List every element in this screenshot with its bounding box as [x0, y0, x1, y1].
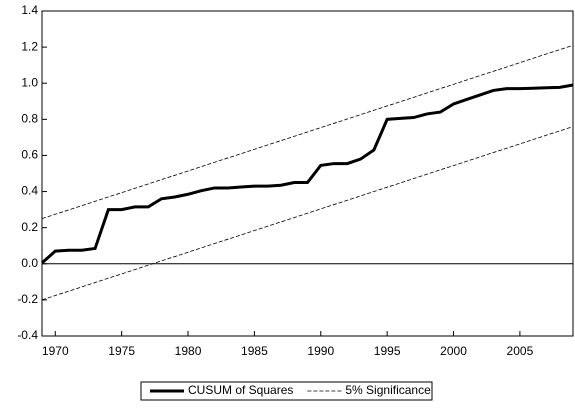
- y-tick-label: -0.2: [17, 292, 38, 306]
- y-tick-label: 0.8: [21, 112, 38, 126]
- y-tick-label: 1.4: [21, 3, 38, 17]
- legend-label: CUSUM of Squares: [188, 383, 293, 397]
- y-tick-label: 0.0: [21, 256, 38, 270]
- x-tick-label: 1980: [175, 344, 202, 358]
- y-tick-label: 1.2: [21, 39, 38, 53]
- x-tick-label: 2000: [440, 344, 467, 358]
- y-tick-label: 0.2: [21, 220, 38, 234]
- legend-box: [140, 381, 433, 401]
- x-tick-label: 1995: [374, 344, 401, 358]
- y-tick-label: 0.4: [21, 184, 38, 198]
- x-tick-label: 1970: [42, 344, 69, 358]
- upper-bound-line: [41, 44, 574, 220]
- y-tick-label: -0.4: [17, 328, 38, 342]
- legend-label: 5% Significance: [345, 383, 431, 397]
- plot-frame: [41, 10, 574, 337]
- cusum-line: [41, 83, 574, 264]
- x-tick-label: 1975: [108, 344, 135, 358]
- y-tick-label: 0.6: [21, 148, 38, 162]
- x-tick-label: 1990: [307, 344, 334, 358]
- x-tick-label: 1985: [241, 344, 268, 358]
- lower-bound-line: [41, 126, 574, 301]
- x-tick-label: 2005: [507, 344, 534, 358]
- y-tick-label: 1.0: [21, 75, 38, 89]
